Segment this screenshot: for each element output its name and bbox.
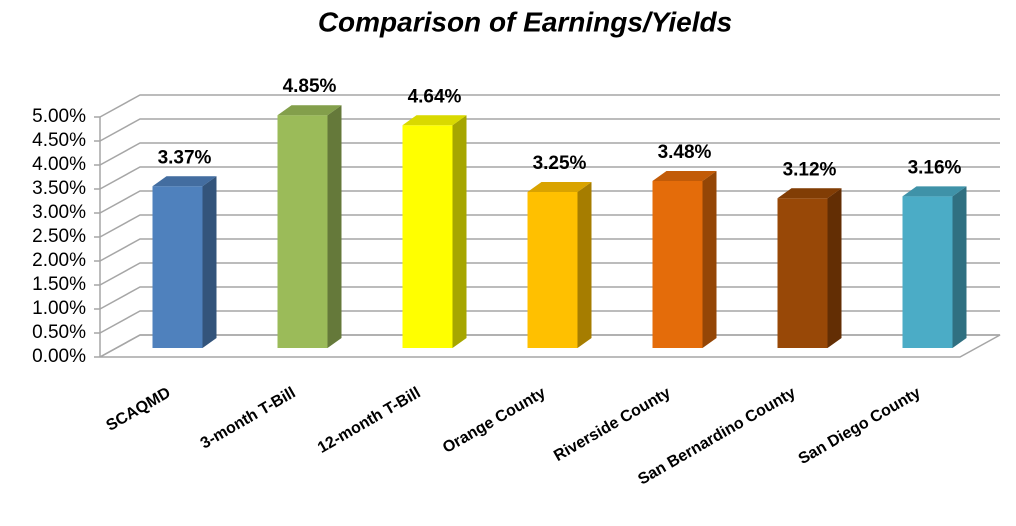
data-label: 3.25%: [533, 153, 587, 174]
bar: [777, 198, 828, 348]
bar-side: [577, 182, 592, 348]
y-tick-label: 3.00%: [32, 202, 86, 223]
bar: [277, 115, 328, 348]
x-tick-label: 12-month T-Bill: [315, 384, 424, 457]
bar-side-shade: [577, 182, 592, 348]
grid-line: [99, 118, 1000, 142]
bar-top-shade: [277, 105, 342, 116]
bar-side-shade: [827, 188, 842, 348]
bar-top-shade: [402, 115, 467, 126]
bar-side: [827, 188, 842, 348]
bar-top: [527, 182, 592, 192]
grid-line: [99, 166, 1000, 190]
y-tick-label: 2.00%: [32, 250, 86, 271]
data-label: 3.48%: [658, 142, 712, 163]
bar-top-shade: [652, 170, 717, 181]
y-tick-label: 5.00%: [32, 106, 86, 127]
bar-side: [327, 105, 342, 348]
y-tick-label: 4.00%: [32, 154, 86, 175]
bar-side-shade: [327, 105, 342, 348]
y-tick-label: 2.50%: [32, 226, 86, 247]
data-label: 3.12%: [783, 159, 837, 180]
grid-line: [99, 94, 1000, 118]
x-tick-label: SCAQMD: [104, 384, 174, 434]
bar-top: [652, 170, 717, 181]
bar: [152, 186, 203, 348]
data-label: 4.64%: [408, 86, 462, 107]
bar-top: [777, 188, 842, 199]
bar-top-shade: [902, 186, 967, 197]
y-tick-label: 0.50%: [32, 322, 86, 343]
bar-top-shade: [777, 188, 842, 199]
bar-top-shade: [527, 182, 592, 192]
y-tick-label: 3.50%: [32, 178, 86, 199]
chart-title: Comparison of Earnings/Yields: [318, 6, 732, 37]
y-tick-label: 0.00%: [32, 346, 86, 367]
data-label: 4.85%: [283, 76, 337, 97]
bar-side-shade: [952, 186, 967, 348]
x-tick-label: San Diego County: [796, 384, 924, 468]
data-label: 3.37%: [158, 147, 212, 168]
x-tick-label: 3-month T-Bill: [198, 384, 299, 452]
y-tick-label: 4.50%: [32, 130, 86, 151]
bar-top: [402, 115, 467, 126]
bar: [402, 125, 453, 348]
bar-side-shade: [202, 176, 217, 348]
x-tick-label: Orange County: [440, 384, 549, 457]
bar-side: [702, 170, 717, 348]
grid-line: [99, 142, 1000, 166]
y-tick-label: 1.00%: [32, 298, 86, 319]
bar-top: [277, 105, 342, 116]
x-tick-label: Riverside County: [551, 384, 674, 465]
bar-top: [152, 176, 217, 187]
bar-side-shade: [452, 115, 467, 348]
bar-side: [202, 176, 217, 348]
bar: [902, 196, 953, 348]
bar-top-shade: [152, 176, 217, 187]
bar-top: [902, 186, 967, 197]
bar: [652, 180, 703, 348]
bar: [527, 192, 578, 348]
bar-side-shade: [702, 170, 717, 348]
bar-side: [452, 115, 467, 348]
bar-side: [952, 186, 967, 348]
y-tick-label: 1.50%: [32, 274, 86, 295]
data-label: 3.16%: [908, 157, 962, 178]
